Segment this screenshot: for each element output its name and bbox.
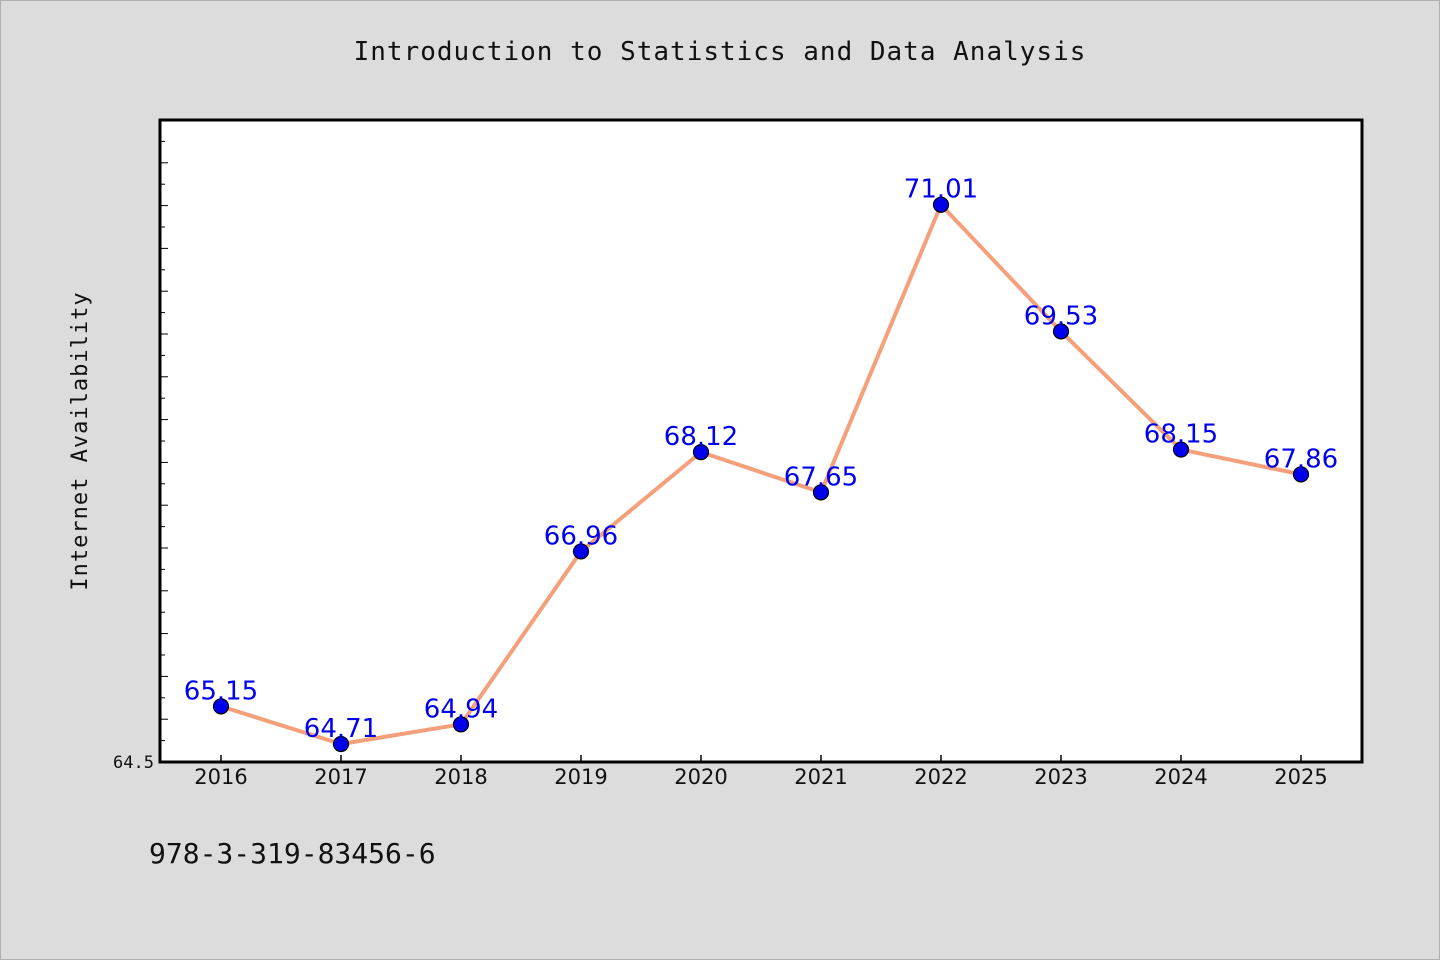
data-point-2024 [1172,441,1190,458]
x-tick-label-2020: 2020 [674,765,727,789]
x-tick-label-2021: 2021 [794,765,847,789]
footer-isbn: 978-3-319-83456-6 [149,837,436,870]
data-label-2022: 71.01 [904,175,978,205]
x-tick-label-2018: 2018 [434,765,487,789]
y-axis-ticks [160,119,168,763]
chart-title: Introduction to Statistics and Data Anal… [353,37,1087,67]
series-line [220,202,1302,747]
x-tick-label-2024: 2024 [1154,765,1207,789]
data-label-2019: 66.96 [544,521,618,551]
data-label-2024: 68.15 [1144,420,1218,450]
data-point-2018 [452,716,470,733]
x-axis: 2016 2017 2018 2019 2020 2021 2022 2023 2024 2025 [194,755,1328,789]
y-axis-label: Internet Availability [68,291,93,590]
data-point-2022 [932,196,950,213]
data-label-2023: 69.53 [1024,301,1098,331]
data-labels: 65.15 64.71 64.94 66.96 68.12 67.65 71.01 69.53… [184,175,1338,744]
y-tick-label: 64.5 [113,753,154,773]
data-label-2017: 64.71 [304,714,378,744]
data-point-2016 [212,698,230,715]
x-tick-label-2023: 2023 [1034,765,1087,789]
x-tick-label-2017: 2017 [314,765,367,789]
data-point-2021 [812,484,830,501]
data-label-2018: 64.94 [424,694,498,724]
x-tick-label-2025: 2025 [1274,765,1327,789]
x-tick-label-2016: 2016 [194,765,247,789]
data-label-2025: 67.86 [1264,444,1338,474]
plot-area [158,118,1364,764]
data-label-2020: 68.12 [664,422,738,452]
data-point-2020 [692,444,710,461]
data-label-2016: 65.15 [184,676,258,706]
data-point-2019 [572,543,590,560]
data-label-2021: 67.65 [784,462,858,492]
data-point-2025 [1292,466,1310,483]
data-points [212,196,1310,753]
data-point-2023 [1052,323,1070,340]
x-tick-label-2019: 2019 [554,765,607,789]
data-point-2017 [332,735,350,753]
x-tick-label-2022: 2022 [914,765,967,789]
